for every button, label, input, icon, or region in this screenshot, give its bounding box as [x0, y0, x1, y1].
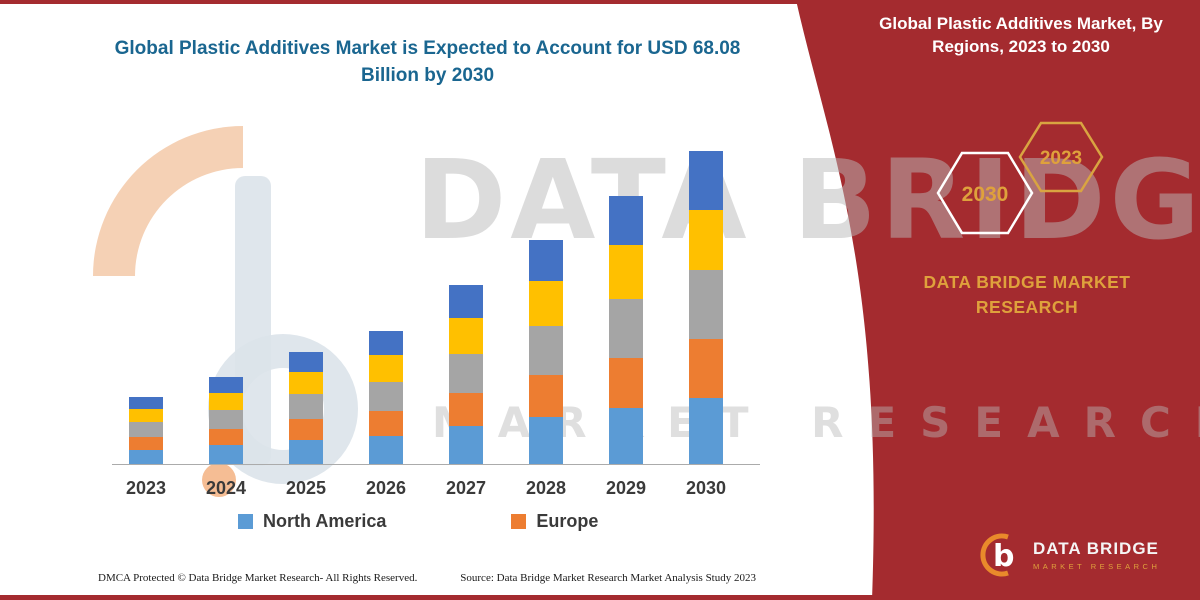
x-axis-labels: 2023 2024 2025 2026 2027 2028 2029 2030: [115, 478, 760, 502]
bar-segment: [529, 417, 563, 464]
bar-segment: [369, 411, 403, 436]
bar-2025: [289, 352, 323, 464]
bar-segment: [369, 382, 403, 411]
bar-segment: [289, 440, 323, 464]
bar-segment: [209, 393, 243, 410]
legend-item-europe: Europe: [511, 511, 598, 532]
bar-segment: [449, 426, 483, 464]
brand-logo-subtitle: MARKET RESEARCH: [1033, 562, 1161, 571]
bar-2023: [129, 397, 163, 464]
bar-segment: [369, 355, 403, 382]
chart-title: Global Plastic Additives Market is Expec…: [114, 38, 741, 86]
bar-segment: [129, 437, 163, 450]
panel-heading: Global Plastic Additives Market, By Regi…: [879, 14, 1163, 56]
svg-text:b: b: [993, 539, 1014, 574]
hexagon-badge-2030: 2030: [936, 151, 1034, 235]
bar-segment: [529, 375, 563, 417]
bar-segment: [209, 429, 243, 445]
bar-segment: [689, 339, 723, 398]
bar-2027: [449, 285, 483, 464]
bar-segment: [689, 398, 723, 464]
legend-swatch-north-america: [238, 514, 253, 529]
side-panel-content: Global Plastic Additives Market, By Regi…: [780, 0, 1200, 600]
bar-segment: [529, 240, 563, 281]
x-axis-label-2026: 2026: [365, 478, 407, 498]
bar-segment: [609, 408, 643, 464]
top-accent-bar: [0, 0, 1200, 4]
footer-dmca-text: DMCA Protected © Data Bridge Market Rese…: [98, 572, 418, 584]
svg-text:2023: 2023: [1040, 148, 1082, 169]
bar-segment: [209, 410, 243, 429]
bar-segment: [689, 270, 723, 339]
bar-segment: [289, 419, 323, 440]
footer-source-text: Source: Data Bridge Market Research Mark…: [460, 572, 756, 584]
bar-segment: [129, 409, 163, 422]
x-axis-label-2025: 2025: [285, 478, 327, 498]
bar-segment: [449, 393, 483, 426]
legend-item-north-america: North America: [238, 511, 386, 532]
svg-text:2030: 2030: [962, 183, 1009, 206]
chart-plot: [115, 150, 760, 464]
hexagon-badge-2023: 2023: [1018, 121, 1104, 193]
bar-segment: [369, 436, 403, 464]
bar-segment: [209, 377, 243, 393]
bar-segment: [529, 281, 563, 326]
bar-segment: [369, 331, 403, 355]
bar-segment: [449, 285, 483, 318]
bar-segment: [609, 245, 643, 299]
x-axis-label-2027: 2027: [445, 478, 487, 498]
bar-segment: [689, 210, 723, 270]
bar-segment: [289, 352, 323, 372]
legend-label-north-america: North America: [263, 511, 387, 531]
bar-segment: [609, 299, 643, 358]
x-axis-label-2023: 2023: [125, 478, 167, 498]
bar-segment: [129, 422, 163, 437]
bar-segment: [609, 196, 643, 245]
bar-2024: [209, 377, 243, 464]
bar-2028: [529, 240, 563, 464]
bar-segment: [609, 358, 643, 408]
bar-segment: [289, 372, 323, 394]
brand-logo-icon: b: [980, 533, 1014, 577]
legend-label-europe: Europe: [536, 511, 599, 531]
footer: DMCA Protected © Data Bridge Market Rese…: [98, 572, 756, 584]
bar-segment: [449, 354, 483, 393]
x-axis-label-2024: 2024: [205, 478, 247, 498]
x-axis-label-2030: 2030: [685, 478, 727, 498]
bar-segment: [289, 394, 323, 419]
x-axis-label-2028: 2028: [525, 478, 567, 498]
chart-legend: North America Europe: [238, 511, 598, 532]
x-axis-label-2029: 2029: [605, 478, 647, 498]
bar-segment: [449, 318, 483, 354]
bar-2026: [369, 331, 403, 464]
bar-segment: [209, 445, 243, 464]
x-axis-line: [112, 464, 760, 465]
bar-segment: [129, 397, 163, 409]
bar-segment: [689, 151, 723, 210]
footer-brand-logo: b DATA BRIDGE MARKET RESEARCH: [978, 532, 1160, 578]
bar-segment: [129, 450, 163, 464]
legend-swatch-europe: [511, 514, 527, 529]
bar-2029: [609, 196, 643, 464]
brand-logo-title: DATA BRIDGE: [1033, 539, 1159, 558]
panel-brand-text: DATA BRIDGE MARKET RESEARCH: [923, 272, 1131, 318]
brand-logo-text: DATA BRIDGE MARKET RESEARCH: [1033, 539, 1160, 571]
bottom-accent-bar: [0, 595, 1200, 600]
bar-segment: [529, 326, 563, 375]
bar-2030: [689, 151, 723, 464]
